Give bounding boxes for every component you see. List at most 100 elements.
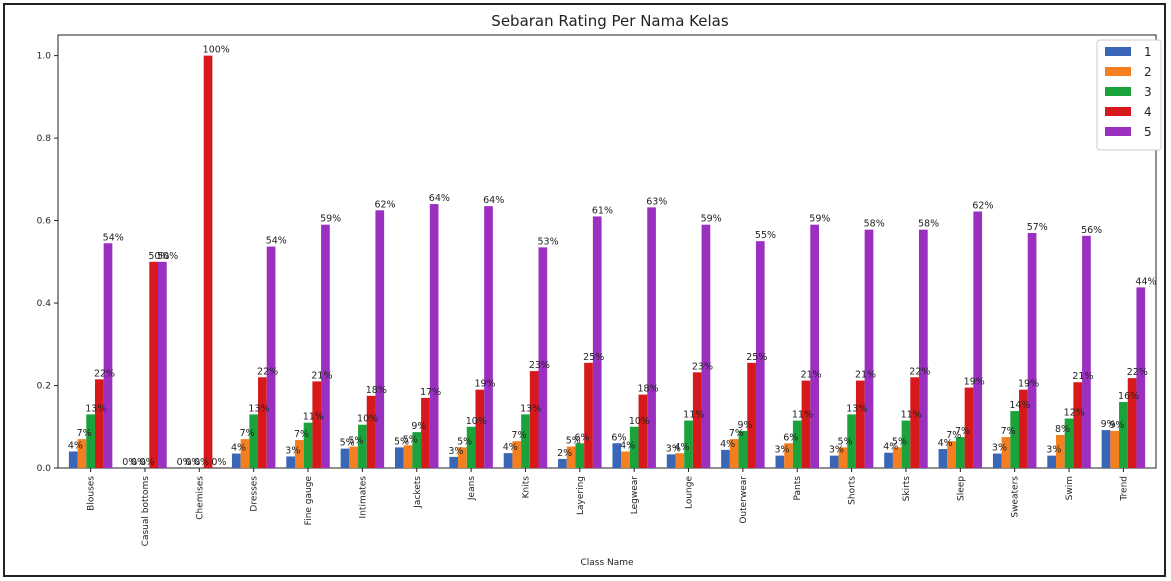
bar-value-label: 4% — [231, 443, 246, 454]
x-tick-label: Pants — [793, 476, 803, 501]
bar-5-lounge — [701, 224, 711, 468]
bar-2-shorts — [838, 447, 848, 468]
bar-value-label: 5% — [892, 436, 907, 447]
bar-value-label: 4% — [883, 442, 898, 453]
bar-1-trend — [1101, 430, 1111, 468]
bar-value-label: 59% — [809, 214, 830, 225]
bar-5-sweaters — [1027, 232, 1037, 468]
bar-5-jeans — [484, 206, 493, 468]
legend-swatch-5 — [1105, 127, 1131, 136]
x-tick-label: Shorts — [848, 476, 858, 505]
bar-4-lounge — [692, 372, 702, 468]
bar-5-fine-gauge — [321, 224, 330, 468]
bar-value-label: 9% — [1101, 419, 1116, 430]
bar-3-outerwear — [738, 430, 748, 468]
bar-value-label: 3% — [1046, 445, 1061, 456]
bar-value-label: 19% — [964, 377, 985, 388]
x-axis: Blouses Casual bottoms Chemises Dresses Fine… — [87, 468, 1129, 546]
bar-1-dresses — [231, 453, 241, 468]
bar-3-intimates — [358, 424, 367, 468]
bar-4-sleep — [964, 387, 974, 468]
bar-value-label: 64% — [483, 195, 504, 206]
bar-value-label: 100% — [203, 45, 230, 56]
bar-value-label: 0% — [140, 457, 155, 468]
bar-2-sleep — [947, 441, 956, 468]
bar-5-pants — [810, 224, 819, 468]
bar-2-swim — [1055, 435, 1065, 468]
bar-value-label: 5% — [457, 436, 472, 447]
bar-2-legwear — [621, 451, 630, 468]
bar-value-label: 62% — [374, 199, 395, 210]
chart-title: Sebaran Rating Per Nama Kelas — [491, 12, 729, 30]
bar-3-sleep — [955, 437, 965, 468]
x-tick-label: Sleep — [956, 476, 966, 501]
bar-value-label: 53% — [538, 236, 559, 247]
bar-value-label: 5% — [394, 436, 409, 447]
bar-value-label: 7% — [955, 426, 970, 437]
value-labels-group: 4%7%13%22%54%0%0%0%50%50%0%0%0%100%0%4%7… — [68, 45, 1157, 468]
bar-1-blouses — [68, 451, 78, 468]
bar-5-casual-bottoms — [158, 261, 167, 468]
x-tick-label: Trend — [1119, 476, 1129, 502]
x-tick-label: Dresses — [250, 476, 260, 512]
bar-value-label: 11% — [303, 412, 324, 423]
bar-value-label: 3% — [666, 443, 681, 454]
bar-2-knits — [512, 441, 522, 468]
bar-2-trend — [1110, 430, 1120, 468]
x-axis-title: Class Name — [580, 558, 634, 568]
bar-value-label: 59% — [320, 214, 341, 225]
bar-5-sleep — [973, 211, 983, 468]
bar-3-skirts — [901, 420, 911, 468]
bar-value-label: 4% — [720, 439, 735, 450]
legend-swatch-2 — [1105, 67, 1131, 76]
bar-value-label: 0% — [211, 457, 226, 468]
bar-value-label: 4% — [68, 441, 83, 452]
legend-swatch-4 — [1105, 107, 1131, 116]
bar-value-label: 4% — [620, 441, 635, 452]
bar-value-label: 0% — [131, 457, 146, 468]
bar-value-label: 9% — [738, 420, 753, 431]
bar-5-dresses — [266, 246, 276, 468]
x-tick-label: Sweaters — [1011, 476, 1021, 518]
legend-label-4: 4 — [1144, 105, 1152, 119]
bar-value-label: 22% — [257, 366, 278, 377]
x-tick-label: Layering — [576, 476, 586, 515]
bar-4-blouses — [94, 379, 104, 468]
bar-4-chemises — [203, 55, 213, 468]
bar-value-label: 25% — [583, 352, 604, 363]
bar-value-label: 17% — [420, 387, 441, 398]
bars-group — [68, 55, 1146, 469]
bar-value-label: 21% — [855, 370, 876, 381]
bar-4-legwear — [638, 394, 648, 468]
bar-1-sleep — [938, 449, 948, 468]
x-tick-label: Outerwear — [739, 476, 749, 524]
bar-value-label: 5% — [403, 434, 418, 445]
bar-value-label: 54% — [103, 232, 124, 243]
bar-value-label: 61% — [592, 205, 613, 216]
bar-5-shorts — [864, 229, 874, 468]
legend: 1 2 3 4 5 — [1096, 39, 1162, 151]
bar-1-shorts — [829, 455, 839, 468]
bar-value-label: 44% — [1135, 276, 1156, 287]
bar-value-label: 13% — [520, 403, 541, 414]
bar-value-label: 55% — [755, 230, 776, 241]
bar-3-dresses — [249, 414, 259, 468]
bar-value-label: 10% — [629, 416, 650, 427]
bar-1-intimates — [340, 448, 350, 468]
x-tick-label: Fine gauge — [304, 476, 314, 526]
bar-value-label: 58% — [864, 219, 885, 230]
bar-4-shorts — [855, 380, 865, 468]
bar-value-label: 18% — [638, 384, 659, 395]
bar-4-outerwear — [747, 362, 756, 468]
y-tick-label: 0.2 — [37, 382, 51, 392]
bar-3-lounge — [684, 420, 693, 468]
bar-value-label: 22% — [909, 366, 930, 377]
bar-5-layering — [592, 216, 602, 468]
bar-value-label: 11% — [683, 410, 704, 421]
bar-value-label: 3% — [992, 443, 1007, 454]
bar-2-blouses — [77, 439, 87, 468]
bar-4-dresses — [258, 377, 267, 468]
bar-5-outerwear — [755, 241, 765, 468]
bar-1-swim — [1047, 455, 1056, 468]
x-tick-label: Intimates — [358, 476, 368, 519]
